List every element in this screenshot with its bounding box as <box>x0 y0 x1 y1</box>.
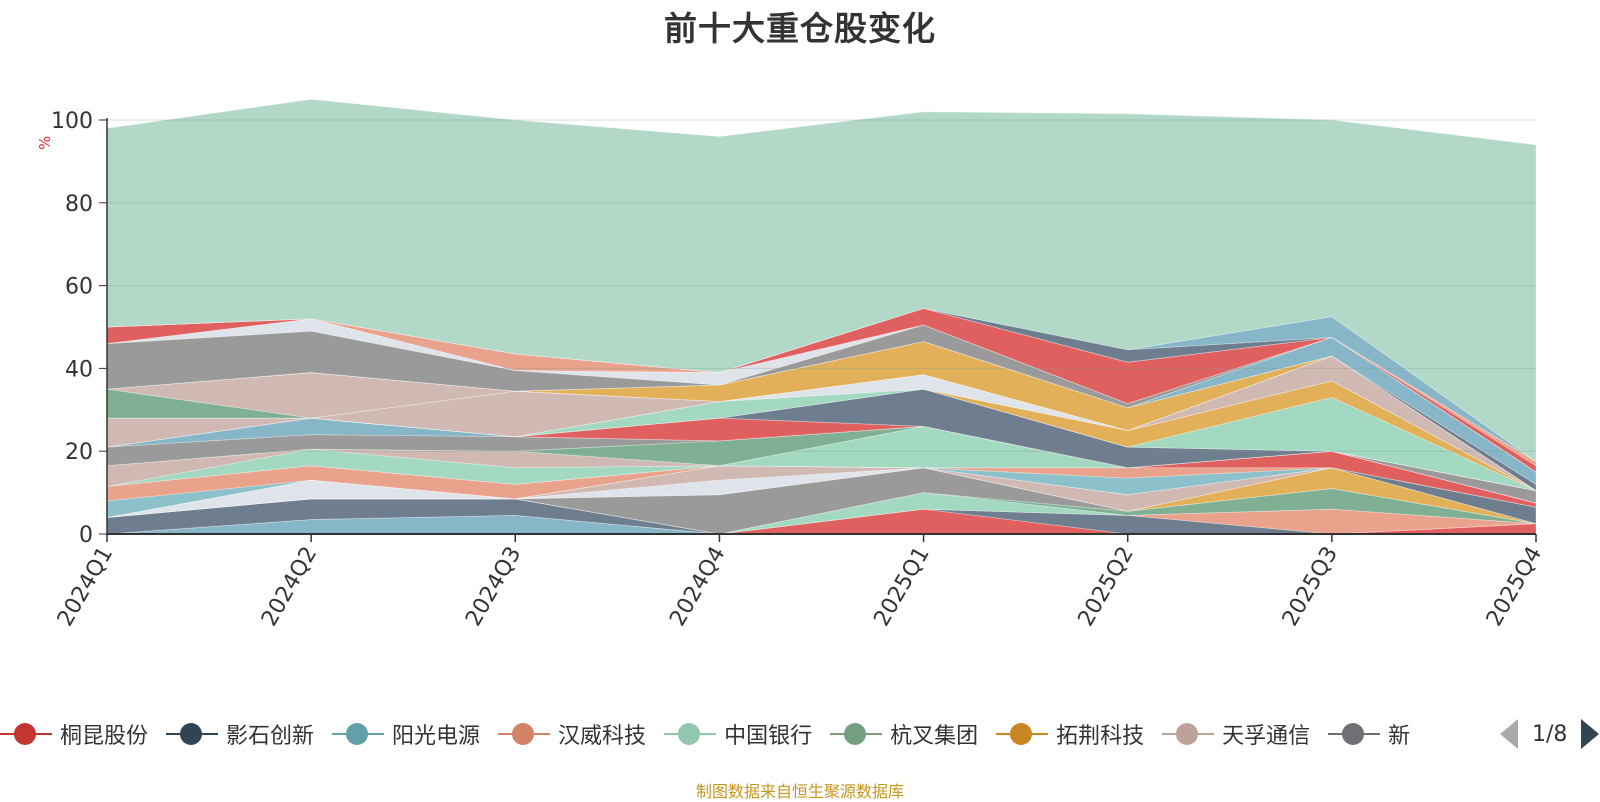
y-tick-label: 100 <box>51 109 93 134</box>
area-series-al[interactable] <box>106 98 1537 463</box>
area-series-n[interactable] <box>106 450 1537 508</box>
legend-item[interactable]: 中国银行 <box>664 716 812 752</box>
y-tick-label: 40 <box>65 357 93 382</box>
legend: 桐昆股份 影石创新 阳光电源 汉威科技 中国银行 杭叉集团 拓荆科技 天孚通信 新 <box>0 716 1478 752</box>
x-tick-label: 2025Q4 <box>1482 543 1547 631</box>
legend-marker-icon <box>996 722 1049 746</box>
x-tick-label: 2024Q3 <box>461 543 526 631</box>
legend-marker-icon <box>166 722 219 746</box>
legend-label: 天孚通信 <box>1222 724 1311 749</box>
legend-item[interactable]: 新 <box>1328 716 1410 752</box>
x-tick-label: 2024Q2 <box>257 543 322 631</box>
chart-title: 前十大重仓股变化 <box>664 9 936 48</box>
legend-label: 桐昆股份 <box>60 724 149 749</box>
area-series-k[interactable] <box>106 465 1537 525</box>
legend-item[interactable]: 汉威科技 <box>498 716 646 752</box>
legend-item[interactable]: 阳光电源 <box>332 716 480 752</box>
x-tick-label: 2025Q1 <box>869 543 934 631</box>
y-tick-label: 20 <box>65 440 93 465</box>
legend-label: 阳光电源 <box>392 724 481 749</box>
legend-marker-icon <box>664 722 717 746</box>
legend-marker-icon <box>1162 722 1215 746</box>
legend-label: 影石创新 <box>226 724 315 749</box>
area-series-ae[interactable] <box>106 336 1537 486</box>
legend-label: 杭叉集团 <box>890 724 979 749</box>
source-note: 制图数据来自恒生聚源数据库 <box>695 782 904 801</box>
x-tick-label: 2024Q4 <box>665 543 730 631</box>
legend-item[interactable]: 杭叉集团 <box>830 716 978 752</box>
x-tick-label: 2025Q2 <box>1074 543 1139 631</box>
legend-label: 中国银行 <box>724 724 813 749</box>
legend-marker-icon <box>332 722 385 746</box>
area-series-ad[interactable] <box>106 341 1537 492</box>
legend-marker-icon <box>1328 722 1381 746</box>
legend-marker-icon <box>0 722 52 746</box>
legend-marker-icon <box>498 722 551 746</box>
legend-label: 新 <box>1388 724 1411 749</box>
legend-label: 汉威科技 <box>558 724 647 749</box>
y-tick-label: 60 <box>65 275 93 300</box>
legend-pager: 1/8 <box>1500 716 1600 752</box>
y-tick-label: 80 <box>65 192 93 217</box>
legend-item[interactable]: 影石创新 <box>166 716 314 752</box>
y-axis-unit: % <box>36 135 54 150</box>
legend-item[interactable]: 桐昆股份 <box>0 716 148 752</box>
legend-label: 拓荆科技 <box>1056 724 1145 749</box>
x-tick-label: 2024Q1 <box>53 543 118 631</box>
y-tick-label: 0 <box>79 523 93 548</box>
legend-item[interactable]: 拓荆科技 <box>996 716 1144 752</box>
legend-prev-page-icon[interactable] <box>1500 719 1518 749</box>
legend-next-page-icon[interactable] <box>1581 719 1600 749</box>
legend-marker-icon <box>830 722 883 746</box>
legend-page-indicator: 1/8 <box>1532 721 1568 747</box>
legend-item[interactable]: 天孚通信 <box>1162 716 1310 752</box>
x-tick-label: 2025Q3 <box>1278 543 1343 631</box>
